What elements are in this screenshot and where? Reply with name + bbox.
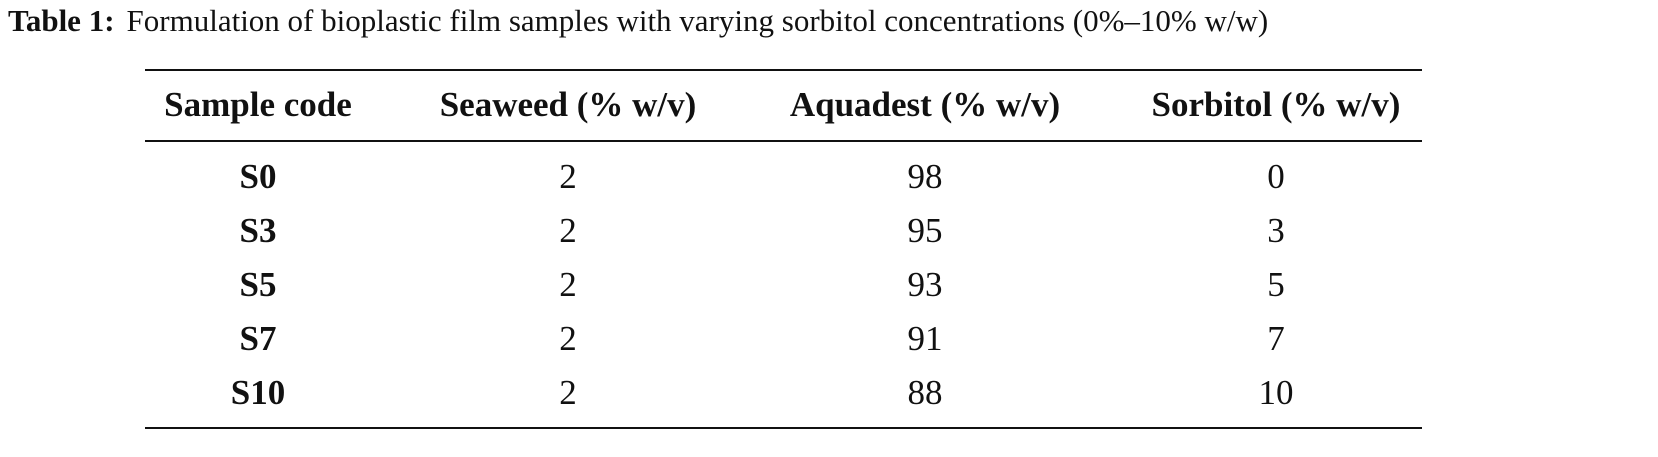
- column-header: Seaweed (% w/v): [440, 85, 697, 124]
- row-label: S7: [240, 319, 277, 358]
- column-header: Sample code: [164, 85, 352, 124]
- table-cell: 2: [559, 157, 577, 196]
- table-cell: 95: [908, 211, 943, 250]
- caption: Table 1: Formulation of bioplastic film s…: [8, 3, 1268, 38]
- table-cell: 2: [559, 265, 577, 304]
- table-cell: 2: [559, 373, 577, 412]
- row-label: S5: [240, 265, 277, 304]
- caption-label: Table 1:: [8, 3, 115, 38]
- column-header: Sorbitol (% w/v): [1152, 85, 1401, 124]
- table-cell: 2: [559, 319, 577, 358]
- row-label: S3: [240, 211, 277, 250]
- caption-text: Formulation of bioplastic film samples w…: [127, 3, 1269, 38]
- column-header: Aquadest (% w/v): [790, 85, 1060, 124]
- table-cell: 0: [1267, 157, 1285, 196]
- row-label: S10: [231, 373, 285, 412]
- table-cell: 98: [908, 157, 943, 196]
- table-cell: 2: [559, 211, 577, 250]
- table-cell: 3: [1267, 211, 1285, 250]
- row-label: S0: [240, 157, 277, 196]
- table-cell: 91: [908, 319, 943, 358]
- table-cell: 7: [1267, 319, 1285, 358]
- table-cell: 5: [1267, 265, 1285, 304]
- table-cell: 10: [1259, 373, 1294, 412]
- table-cell: 88: [908, 373, 943, 412]
- table-cell: 93: [908, 265, 943, 304]
